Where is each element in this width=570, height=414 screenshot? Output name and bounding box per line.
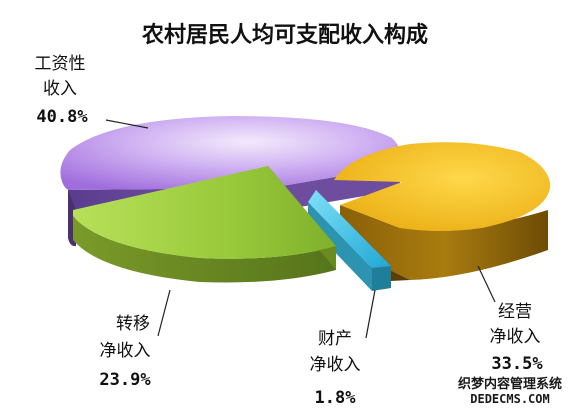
label-business-value: 33.5% — [491, 354, 543, 374]
chart-title: 农村居民人均可支配收入构成 — [141, 22, 428, 48]
label-property-line2: 净收入 — [310, 355, 361, 375]
label-property-income: 财产 净收入 1.8% — [310, 329, 361, 408]
label-business-line1: 经营 — [498, 302, 532, 322]
label-transfer-value: 23.9% — [99, 370, 151, 390]
label-business-income: 经营 净收入 33.5% — [490, 302, 544, 374]
label-wage-line2: 收入 — [43, 79, 77, 99]
pie-slice-transfer-income — [73, 166, 336, 283]
label-wage-income: 工资性 收入 40.8% — [35, 54, 89, 127]
label-property-value: 1.8% — [315, 388, 357, 408]
leader-line-business — [477, 265, 496, 303]
pie-slice-business-income — [334, 142, 551, 282]
leader-line-property — [365, 289, 376, 339]
label-property-line1: 财产 — [318, 329, 352, 349]
leader-line-wage — [105, 119, 149, 129]
label-transfer-line1: 转移 — [116, 314, 150, 334]
leader-line-transfer — [157, 289, 171, 337]
pie-slice-property-income — [308, 190, 391, 291]
label-business-line2: 净收入 — [490, 327, 541, 347]
watermark-line1: 织梦内容管理系统 — [458, 376, 562, 392]
label-transfer-line2: 净收入 — [100, 341, 151, 361]
label-wage-line1: 工资性 — [35, 54, 86, 74]
label-transfer-income: 转移 净收入 23.9% — [99, 314, 151, 390]
label-wage-value: 40.8% — [36, 107, 88, 127]
watermark: 织梦内容管理系统 DEDECMS.COM — [458, 376, 562, 406]
watermark-line2: DEDECMS.COM — [470, 392, 549, 406]
